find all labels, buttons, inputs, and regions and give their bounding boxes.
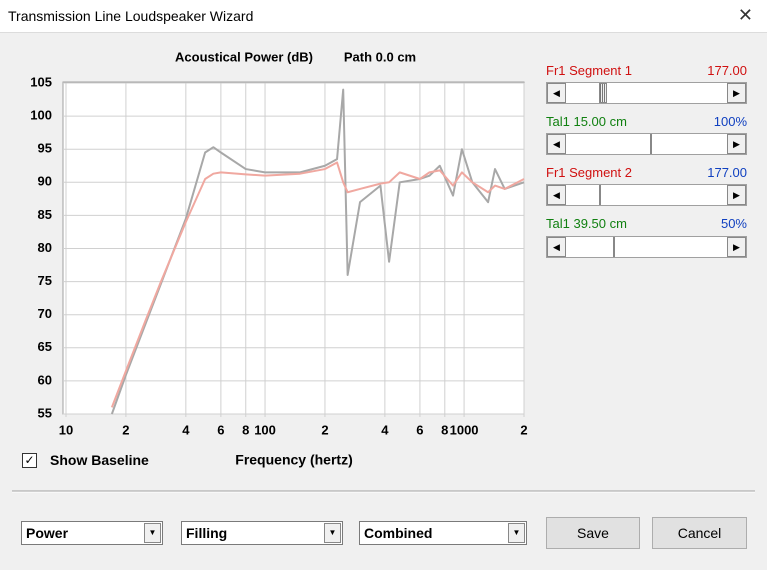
y-tick-label: 55 xyxy=(38,405,52,420)
chart-title: Acoustical Power (dB) xyxy=(175,49,313,64)
cancel-button[interactable]: Cancel xyxy=(652,517,747,549)
y-tick-label: 75 xyxy=(38,273,52,288)
control-value: 50% xyxy=(720,216,747,231)
control-label: Tal1 39.50 cm xyxy=(546,216,627,231)
dropdown[interactable]: Combined ▼ xyxy=(359,521,527,545)
control-label: Fr1 Segment 2 xyxy=(546,165,632,180)
window-title: Transmission Line Loudspeaker Wizard xyxy=(8,8,254,24)
control-value: 177.00 xyxy=(707,63,747,78)
y-tick-label: 60 xyxy=(38,372,52,387)
y-tick-label: 65 xyxy=(38,339,52,354)
scrollbar[interactable]: ◀ ▶ xyxy=(546,82,747,104)
scrollbar[interactable]: ◀ ▶ xyxy=(546,133,747,155)
scrollbar[interactable]: ◀ ▶ xyxy=(546,184,747,206)
x-tick-label: 6 xyxy=(217,422,224,437)
control-label: Tal1 15.00 cm xyxy=(546,114,627,129)
y-tick-label: 90 xyxy=(38,174,52,189)
data-line xyxy=(110,88,525,415)
x-tick-label: 4 xyxy=(182,422,190,437)
dropdown-text: Filling xyxy=(186,525,228,541)
title-bar: Transmission Line Loudspeaker Wizard ✕ xyxy=(0,0,767,33)
x-axis-label: Frequency (hertz) xyxy=(235,452,352,468)
x-tick-label: 4 xyxy=(381,422,389,437)
chart-subtitle: Path 0.0 cm xyxy=(344,49,416,64)
data-line xyxy=(110,161,525,408)
x-tick-label: 8 xyxy=(441,422,448,437)
control-label: Fr1 Segment 1 xyxy=(546,63,632,78)
y-tick-label: 105 xyxy=(30,74,52,89)
dropdown-text: Power xyxy=(26,525,69,541)
x-tick-label: 1000 xyxy=(450,422,479,437)
scrollbar[interactable]: ◀ ▶ xyxy=(546,236,747,258)
y-tick-label: 85 xyxy=(38,207,52,222)
save-button[interactable]: Save xyxy=(546,517,640,549)
dropdown-text: Combined xyxy=(364,525,433,541)
dropdown[interactable]: Filling ▼ xyxy=(181,521,343,545)
control-value: 100% xyxy=(713,114,747,129)
y-tick-label: 80 xyxy=(38,240,52,255)
y-tick-label: 100 xyxy=(30,108,52,123)
x-tick-label: 2 xyxy=(122,422,129,437)
close-button[interactable]: ✕ xyxy=(737,5,753,25)
x-tick-label: 10 xyxy=(59,422,73,437)
y-tick-label: 95 xyxy=(38,141,52,156)
control-value: 177.00 xyxy=(707,165,747,180)
x-tick-label: 2 xyxy=(321,422,328,437)
checkbox-label: Show Baseline xyxy=(50,452,149,468)
x-tick-label: 6 xyxy=(416,422,423,437)
x-tick-label: 2 xyxy=(520,422,527,437)
x-tick-label: 100 xyxy=(254,422,276,437)
checkbox[interactable]: ✓ xyxy=(22,453,37,468)
y-tick-label: 70 xyxy=(38,306,52,321)
x-tick-label: 8 xyxy=(242,422,249,437)
dropdown[interactable]: Power ▼ xyxy=(21,521,163,545)
